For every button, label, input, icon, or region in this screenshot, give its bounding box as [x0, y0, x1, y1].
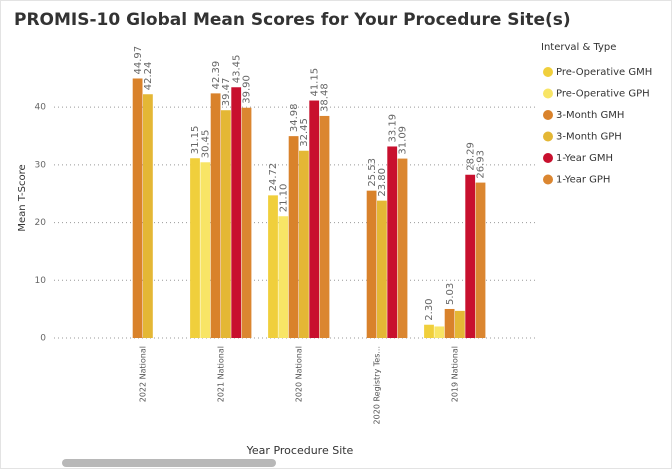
data-label: 31.09 [398, 126, 409, 155]
x-tick-label: 2020 Registry Tes... [373, 346, 382, 424]
x-tick-label: 2019 National [451, 346, 460, 402]
x-tick-label: 2020 National [295, 346, 304, 402]
bar [465, 174, 476, 338]
legend-marker [543, 131, 553, 142]
bar [387, 146, 398, 338]
legend-title: Interval & Type [541, 42, 616, 53]
bar [278, 216, 289, 338]
data-label: 25.53 [367, 158, 378, 187]
y-tick-label: 10 [35, 276, 47, 286]
data-label: 28.29 [465, 142, 476, 171]
data-label: 42.39 [211, 61, 222, 90]
data-label: 42.24 [143, 62, 154, 91]
data-label: 30.45 [201, 130, 212, 159]
bar [299, 150, 309, 338]
bar [221, 110, 231, 338]
data-label: 21.10 [279, 184, 290, 213]
data-label: 26.93 [476, 150, 487, 179]
x-axis-label: Year Procedure Site [246, 444, 354, 457]
legend-marker [543, 110, 553, 120]
bar [309, 100, 320, 338]
y-tick-label: 40 [35, 103, 47, 113]
data-label: 2.30 [424, 298, 435, 320]
data-label: 31.15 [190, 126, 201, 155]
x-tick-label: 2022 National [139, 346, 148, 402]
legend-label: 3-Month GMH [556, 110, 624, 121]
x-tick-label: 2021 National [217, 346, 226, 402]
legend-marker [543, 88, 553, 99]
legend-label: Pre-Operative GPH [556, 89, 650, 100]
bar [424, 324, 434, 338]
bar [288, 136, 299, 338]
bar [200, 162, 211, 338]
bar [143, 94, 153, 339]
bar [190, 158, 200, 338]
data-label: 33.19 [387, 114, 398, 143]
y-tick-label: 30 [35, 160, 47, 170]
data-label: 38.48 [320, 83, 331, 112]
data-label: 44.97 [133, 46, 144, 75]
scrollbar[interactable] [62, 459, 276, 467]
legend-label: 1-Year GMH [556, 153, 613, 164]
bar [434, 326, 445, 338]
bar [366, 190, 377, 338]
data-label: 24.72 [268, 163, 279, 192]
data-label: 34.98 [289, 103, 300, 132]
legend-marker [543, 67, 553, 77]
data-label: 41.15 [309, 68, 320, 97]
legend-label: 1-Year GPH [556, 175, 610, 186]
bar [241, 107, 252, 339]
legend-label: Pre-Operative GMH [556, 67, 652, 78]
bar [397, 158, 408, 338]
legend-marker [543, 153, 553, 163]
data-label: 32.45 [299, 118, 310, 147]
data-label: 39.90 [242, 75, 253, 104]
y-axis-label: Mean T-Score [17, 164, 28, 231]
data-label: 5.03 [445, 283, 456, 305]
bar [231, 87, 242, 338]
y-tick-label: 0 [40, 334, 46, 344]
bar [319, 115, 330, 339]
bar [475, 182, 486, 338]
chart-title: PROMIS-10 Global Mean Scores for Your Pr… [14, 10, 571, 30]
bar [132, 78, 143, 338]
legend-marker [543, 174, 553, 185]
y-tick-label: 20 [35, 218, 47, 228]
data-label: 39.47 [221, 78, 232, 107]
bar [444, 308, 455, 338]
bar [210, 93, 221, 338]
bar [455, 310, 465, 338]
legend-label: 3-Month GPH [556, 132, 622, 143]
data-label: 43.45 [231, 55, 242, 84]
bar [377, 200, 387, 338]
data-label: 23.80 [377, 168, 388, 197]
bar [268, 195, 278, 338]
